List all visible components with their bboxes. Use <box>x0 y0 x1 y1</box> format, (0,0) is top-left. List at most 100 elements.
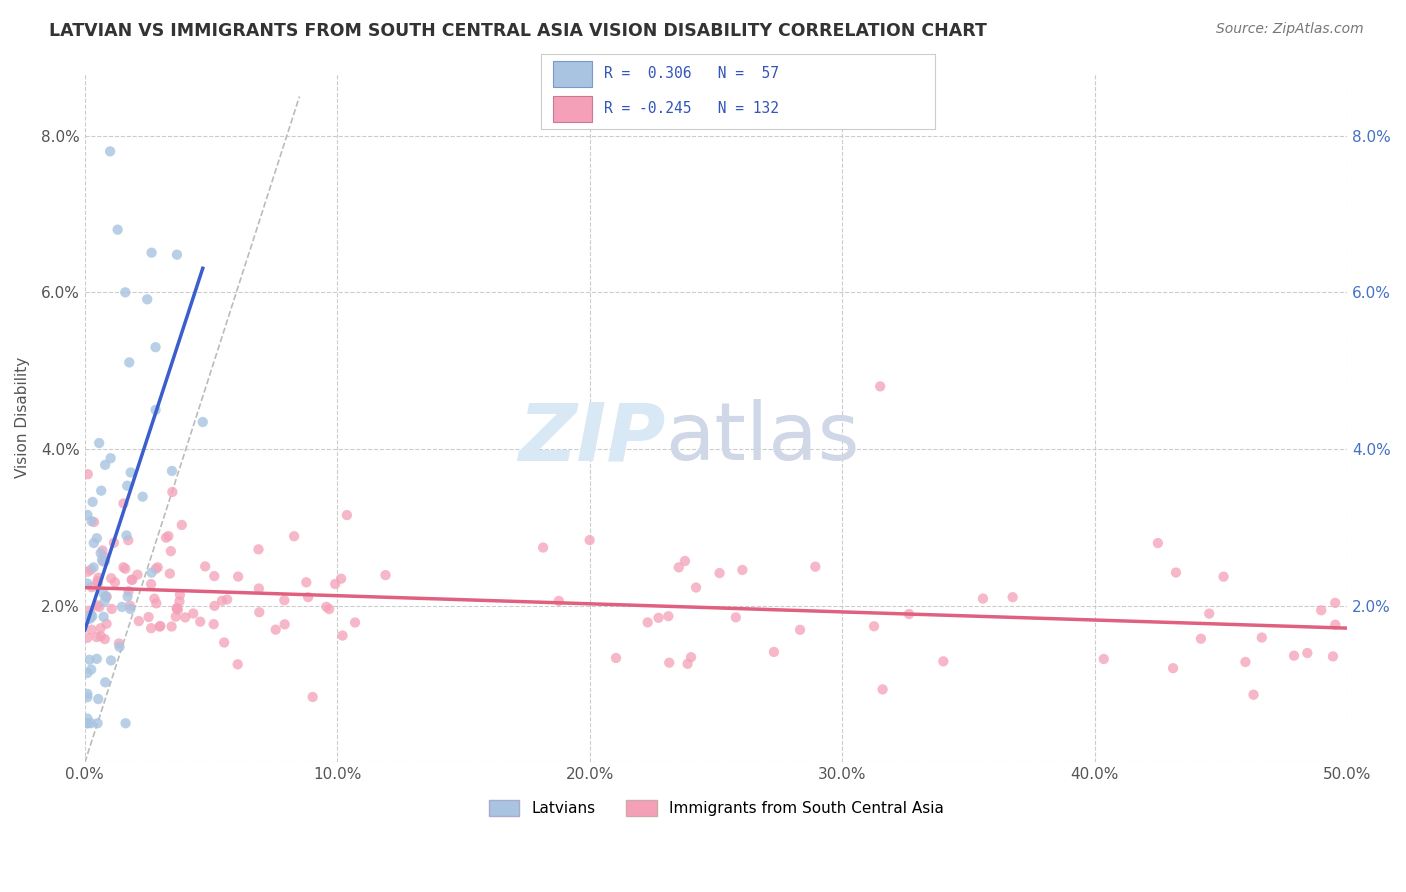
Point <box>94 675 117 690</box>
Point <box>869 379 891 393</box>
Point <box>120 602 142 616</box>
Point <box>170 518 193 533</box>
Point <box>191 415 214 429</box>
Point <box>160 544 183 558</box>
Point <box>93 587 115 601</box>
Point <box>1147 536 1170 550</box>
Point <box>96 616 118 631</box>
Point <box>98 145 121 159</box>
Point <box>181 607 204 621</box>
Point <box>149 619 172 633</box>
Point <box>138 610 160 624</box>
Point <box>94 554 117 568</box>
Point <box>578 533 600 548</box>
Point <box>100 451 122 466</box>
Point <box>247 582 270 596</box>
Point <box>972 591 994 606</box>
Point <box>204 599 226 613</box>
Point <box>804 559 827 574</box>
Point <box>91 543 114 558</box>
Point <box>247 605 270 619</box>
Point <box>90 483 112 498</box>
Point <box>863 619 886 633</box>
Point <box>76 666 98 681</box>
Point <box>114 562 136 576</box>
Point <box>141 566 163 580</box>
Point <box>157 529 180 543</box>
Point <box>1212 569 1234 583</box>
Point <box>79 653 101 667</box>
Point <box>188 615 211 629</box>
Point <box>932 654 955 668</box>
Text: ZIP: ZIP <box>519 400 665 477</box>
Point <box>155 531 177 545</box>
Point <box>145 562 167 576</box>
Point <box>315 599 337 614</box>
Text: Source: ZipAtlas.com: Source: ZipAtlas.com <box>1216 22 1364 37</box>
Point <box>86 716 108 731</box>
Point <box>121 573 143 587</box>
Point <box>121 573 143 587</box>
Point <box>202 569 225 583</box>
Point <box>174 610 197 624</box>
Point <box>94 590 117 604</box>
Point <box>80 716 103 731</box>
Point <box>194 559 217 574</box>
Point <box>283 529 305 543</box>
Point <box>128 614 150 628</box>
Point <box>264 623 287 637</box>
Point <box>143 591 166 606</box>
Point <box>1324 596 1347 610</box>
Point <box>115 479 138 493</box>
Point <box>103 535 125 549</box>
Text: R =  0.306   N =  57: R = 0.306 N = 57 <box>605 67 779 81</box>
Point <box>658 656 681 670</box>
Point <box>146 560 169 574</box>
Point <box>111 599 134 614</box>
Point <box>76 508 98 522</box>
Point <box>90 621 112 635</box>
Point <box>169 588 191 602</box>
Point <box>117 584 139 599</box>
Point <box>344 615 367 630</box>
Point <box>79 611 101 625</box>
Point <box>318 602 340 616</box>
Point <box>136 293 159 307</box>
Point <box>86 652 108 666</box>
Point <box>79 604 101 618</box>
Point <box>731 563 754 577</box>
Point <box>76 687 98 701</box>
Point <box>83 560 105 574</box>
Point <box>108 640 131 654</box>
Point <box>159 566 181 581</box>
Point <box>76 716 98 731</box>
Point <box>94 590 117 604</box>
Point <box>160 619 183 633</box>
Point <box>91 554 114 568</box>
Point <box>76 712 98 726</box>
Point <box>673 554 696 568</box>
Point <box>76 690 98 705</box>
Point <box>127 567 149 582</box>
Point <box>789 623 811 637</box>
Text: LATVIAN VS IMMIGRANTS FROM SOUTH CENTRAL ASIA VISION DISABILITY CORRELATION CHAR: LATVIAN VS IMMIGRANTS FROM SOUTH CENTRAL… <box>49 22 987 40</box>
Point <box>323 577 346 591</box>
Point <box>685 581 707 595</box>
Point <box>114 285 136 300</box>
Point <box>118 355 141 369</box>
Point <box>80 623 103 637</box>
Point <box>89 436 111 450</box>
Point <box>112 496 135 510</box>
Y-axis label: Vision Disability: Vision Disability <box>15 357 30 478</box>
Point <box>336 508 359 522</box>
Point <box>872 682 894 697</box>
Point <box>1322 649 1344 664</box>
Point <box>160 464 183 478</box>
Point <box>91 552 114 566</box>
Point <box>87 575 110 590</box>
Point <box>657 609 679 624</box>
Point <box>115 528 138 542</box>
Point <box>637 615 659 630</box>
Point <box>1092 652 1115 666</box>
Point <box>273 593 295 607</box>
